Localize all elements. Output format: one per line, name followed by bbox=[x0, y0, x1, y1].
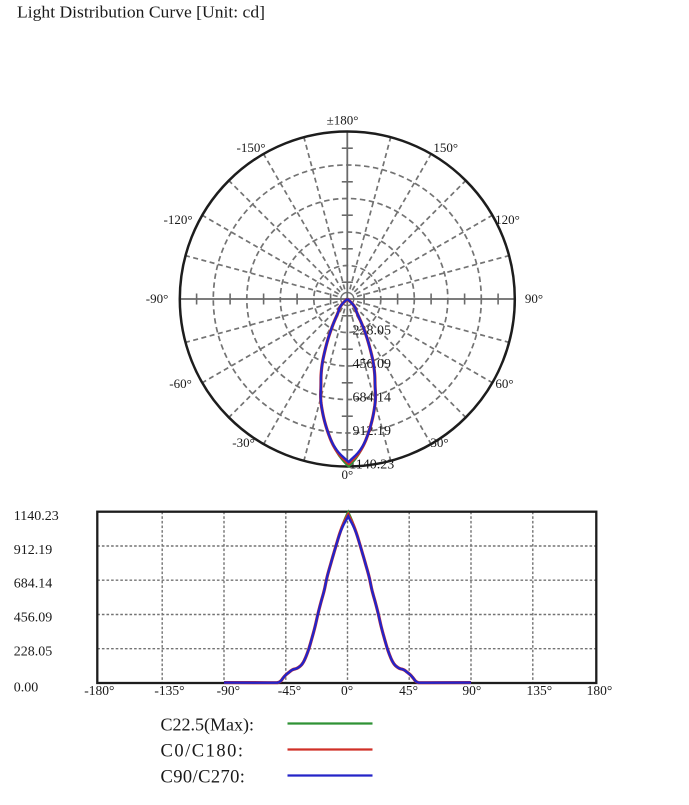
svg-text:456.09: 456.09 bbox=[353, 357, 392, 372]
svg-text:684.14: 684.14 bbox=[353, 391, 392, 406]
svg-text:45°: 45° bbox=[399, 683, 418, 698]
svg-text:C90/C270:: C90/C270: bbox=[161, 768, 246, 788]
svg-text:228.05: 228.05 bbox=[14, 645, 53, 660]
svg-text:-60°: -60° bbox=[169, 376, 192, 391]
svg-text:180°: 180° bbox=[587, 683, 613, 698]
svg-text:456.09: 456.09 bbox=[14, 611, 53, 626]
svg-text:1140.23: 1140.23 bbox=[14, 509, 59, 524]
svg-text:-45°: -45° bbox=[278, 683, 301, 698]
svg-text:-180°: -180° bbox=[84, 683, 114, 698]
svg-text:1140.23: 1140.23 bbox=[349, 458, 394, 473]
svg-text:-90°: -90° bbox=[217, 683, 240, 698]
svg-text:-30°: -30° bbox=[232, 435, 255, 450]
svg-text:60°: 60° bbox=[495, 376, 513, 391]
svg-text:90°: 90° bbox=[462, 683, 481, 698]
svg-text:±180°: ±180° bbox=[327, 113, 359, 128]
svg-text:30°: 30° bbox=[430, 435, 448, 450]
svg-text:912.19: 912.19 bbox=[14, 543, 53, 558]
svg-text:-150°: -150° bbox=[236, 140, 265, 155]
svg-text:150°: 150° bbox=[433, 140, 458, 155]
svg-text:0°: 0° bbox=[341, 683, 353, 698]
svg-text:90°: 90° bbox=[525, 291, 543, 306]
svg-text:684.14: 684.14 bbox=[14, 577, 53, 592]
svg-text:120°: 120° bbox=[495, 212, 520, 227]
svg-text:228.05: 228.05 bbox=[353, 324, 392, 339]
svg-text:0°: 0° bbox=[342, 467, 354, 482]
svg-text:C22.5(Max):: C22.5(Max): bbox=[161, 715, 255, 736]
svg-text:912.19: 912.19 bbox=[353, 424, 392, 439]
svg-text:Light Distribution Curve [Unit: Light Distribution Curve [Unit: cd] bbox=[17, 3, 265, 22]
svg-text:-90°: -90° bbox=[146, 291, 169, 306]
svg-text:C0/C180:: C0/C180: bbox=[161, 742, 245, 762]
svg-text:-120°: -120° bbox=[163, 212, 192, 227]
svg-text:-135°: -135° bbox=[154, 683, 184, 698]
svg-text:135°: 135° bbox=[526, 683, 552, 698]
svg-text:0.00: 0.00 bbox=[14, 680, 39, 695]
